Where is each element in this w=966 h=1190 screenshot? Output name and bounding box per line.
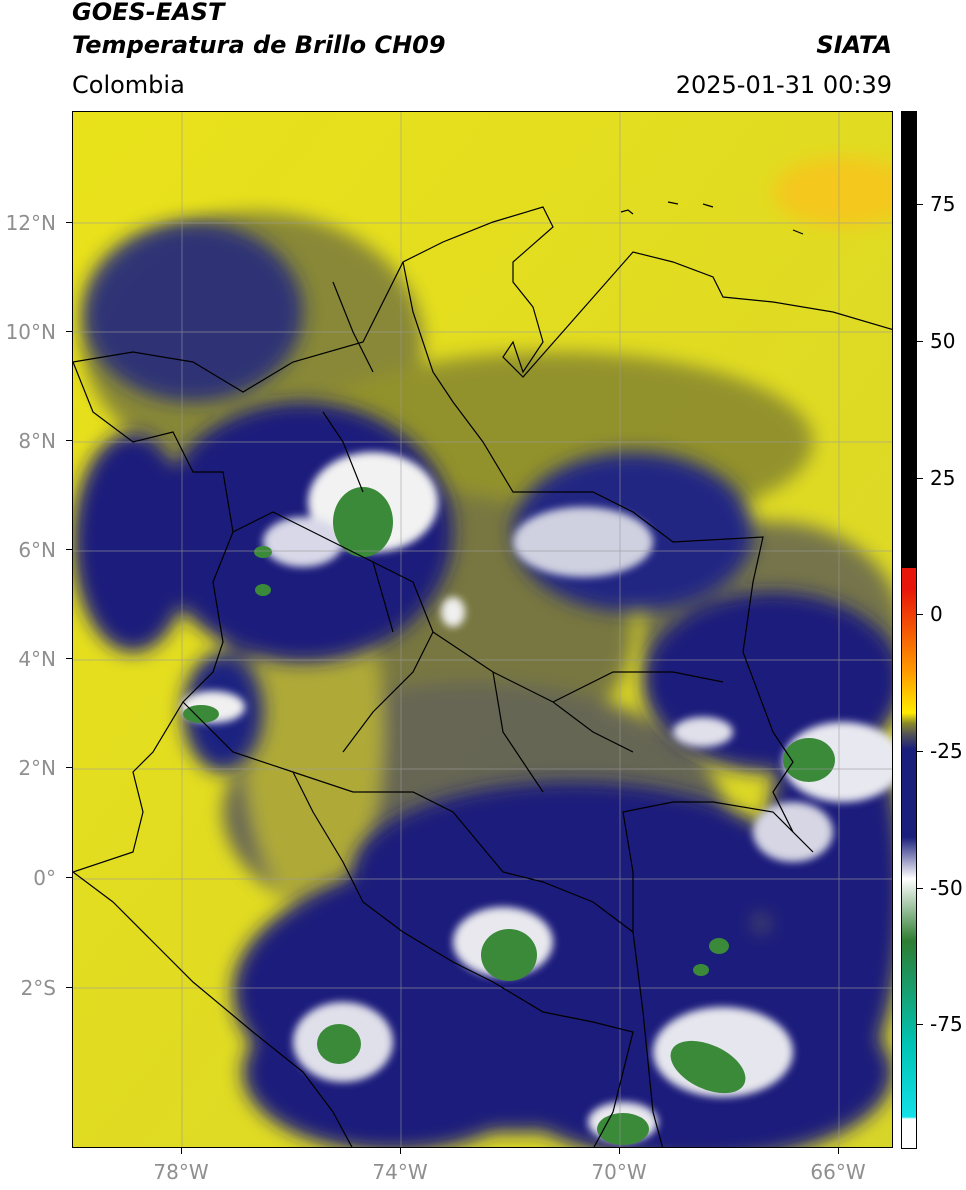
colombia-venezuela-border: [182, 261, 814, 934]
product-title: Temperatura de Brillo CH09: [72, 31, 446, 59]
pacific-coast: [73, 361, 234, 873]
satellite-map[interactable]: [72, 111, 893, 1148]
colorbar-label: 25: [930, 466, 956, 490]
datetime-label: 2025-01-31 00:39: [675, 71, 892, 99]
lon-label: 78°W: [153, 1160, 209, 1184]
warm-spot: [773, 157, 892, 227]
lat-tick: [66, 331, 72, 332]
region-label: Colombia: [72, 71, 185, 99]
inner-departments: [232, 281, 724, 793]
lat-tick: [66, 549, 72, 550]
colorbar-tick: [917, 478, 923, 479]
lon-label: 70°W: [591, 1160, 647, 1184]
lon-label: 74°W: [372, 1160, 428, 1184]
aruba-curacao: [620, 201, 804, 235]
colorbar-tick: [917, 751, 923, 752]
cold-top-layer: [183, 487, 835, 1145]
colorbar-label: 75: [930, 192, 956, 216]
lat-label: 6°N: [18, 538, 56, 562]
amazon-border: [632, 931, 664, 1147]
satellite-title: GOES-EAST: [72, 0, 225, 26]
lon-tick: [400, 1148, 401, 1154]
colorbar-tick: [917, 1024, 923, 1025]
lat-label: 10°N: [5, 320, 56, 344]
southern-border: [292, 771, 634, 1147]
colorbar-label: 0: [930, 602, 943, 626]
lat-tick: [66, 440, 72, 441]
lat-label: 2°N: [18, 756, 56, 780]
lon-tick: [838, 1148, 839, 1154]
peru-ecuador-border: [73, 871, 353, 1147]
lat-label: 8°N: [18, 429, 56, 453]
lat-label: 12°N: [5, 211, 56, 235]
lat-label: 2°S: [20, 976, 56, 1000]
borders: [73, 201, 892, 1147]
lat-tick: [66, 222, 72, 223]
lon-tick: [181, 1148, 182, 1154]
lat-label: 4°N: [18, 647, 56, 671]
colorbar-tick: [917, 888, 923, 889]
colorbar-label: -50: [930, 876, 963, 900]
colorbar-tick: [917, 204, 923, 205]
lat-tick: [66, 987, 72, 988]
colorbar-label: -25: [930, 739, 963, 763]
lat-tick: [66, 767, 72, 768]
colorbar-label: -75: [930, 1012, 963, 1036]
lat-tick: [66, 658, 72, 659]
lat-label: 0°: [33, 866, 56, 890]
colorbar-label: 50: [930, 329, 956, 353]
lon-label: 66°W: [810, 1160, 866, 1184]
map-canvas: [73, 112, 892, 1147]
graticule: [73, 112, 892, 1147]
caribbean-coast: [73, 206, 892, 393]
colorbar-tick: [917, 341, 923, 342]
colorbar-tick: [917, 614, 923, 615]
colorbar: [901, 111, 917, 1149]
brand-label: SIATA: [816, 31, 892, 59]
lon-tick: [619, 1148, 620, 1154]
lat-tick: [66, 877, 72, 878]
